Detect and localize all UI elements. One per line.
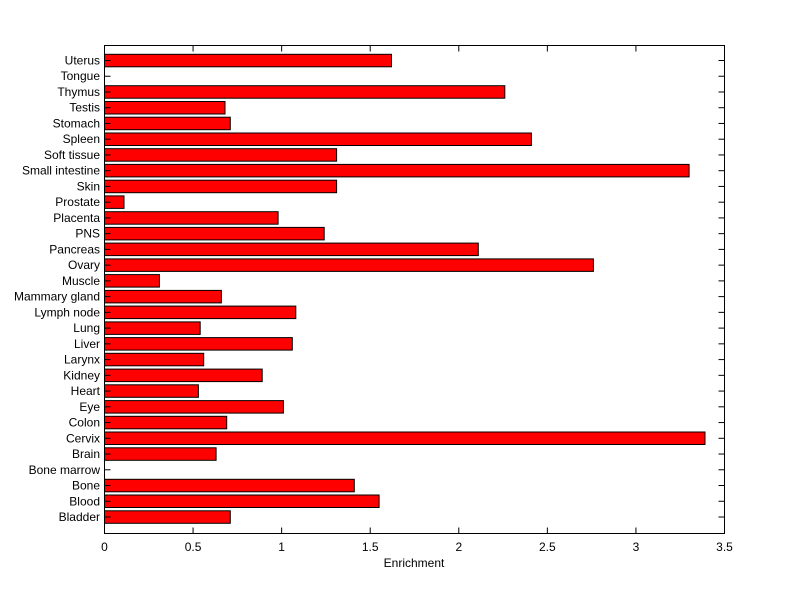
y-tick-label-stomach: Stomach	[53, 116, 100, 130]
y-tick-label-spleen: Spleen	[63, 132, 100, 146]
x-tick-label-6: 3	[633, 540, 640, 554]
bar-heart	[104, 384, 199, 398]
y-tick-label-thymus: Thymus	[57, 85, 100, 99]
y-tick-label-skin: Skin	[77, 179, 100, 193]
y-tick-label-bone: Bone	[72, 479, 100, 493]
y-tick-label-lymph-node: Lymph node	[34, 305, 100, 319]
x-tick-label-7: 3.5	[716, 540, 733, 554]
bar-mammary-gland	[104, 289, 222, 304]
y-tick-label-liver: Liver	[74, 337, 100, 351]
y-tick-label-mammary-gland: Mammary gland	[14, 290, 100, 304]
y-tick-label-bladder: Bladder	[59, 510, 100, 524]
y-tick-label-eye: Eye	[79, 400, 100, 414]
y-tick-label-pns: PNS	[75, 227, 100, 241]
bar-soft-tissue	[104, 148, 338, 162]
bar-kidney	[104, 368, 263, 383]
bar-placenta	[104, 211, 279, 225]
bar-colon	[104, 415, 228, 430]
y-tick-label-larynx: Larynx	[64, 353, 100, 367]
bar-cervix	[104, 431, 706, 445]
y-tick-label-ovary: Ovary	[68, 258, 100, 272]
bar-small-intestine	[104, 163, 690, 178]
y-tick-label-blood: Blood	[69, 494, 100, 508]
x-tick-label-2: 1	[278, 540, 285, 554]
y-tick-label-cervix: Cervix	[66, 431, 100, 445]
bar-testis	[104, 101, 226, 115]
bar-blood	[104, 494, 380, 508]
x-axis: 0 0.5 1 1.5 2 2.5 3 3.5	[101, 45, 733, 554]
y-tick-label-uterus: Uterus	[65, 54, 100, 68]
y-tick-label-muscle: Muscle	[62, 274, 100, 288]
y-tick-label-brain: Brain	[72, 447, 100, 461]
bar-brain	[104, 447, 217, 461]
bar-thymus	[104, 85, 506, 99]
y-tick-label-heart: Heart	[71, 384, 101, 398]
y-tick-label-placenta: Placenta	[53, 211, 100, 225]
y-tick-label-lung: Lung	[73, 321, 100, 335]
bar-uterus	[104, 53, 392, 68]
bar-stomach	[104, 116, 231, 131]
bar-muscle	[104, 274, 160, 288]
bar-larynx	[104, 352, 205, 367]
bar-pancreas	[104, 242, 479, 257]
bar-lung	[104, 321, 201, 335]
bar-skin	[104, 179, 338, 194]
x-tick-label-0: 0	[101, 540, 108, 554]
bar-lymph-node	[104, 305, 297, 320]
bar-bone	[104, 478, 355, 493]
bar-spleen	[104, 132, 532, 146]
y-tick-label-pancreas: Pancreas	[49, 242, 100, 256]
x-tick-label-3: 1.5	[362, 540, 379, 554]
y-tick-label-colon: Colon	[69, 416, 100, 430]
bars	[104, 53, 706, 524]
x-tick-label-1: 0.5	[185, 540, 202, 554]
y-tick-label-soft-tissue: Soft tissue	[44, 148, 100, 162]
bar-bladder	[104, 510, 231, 524]
y-tick-label-small-intestine: Small intestine	[22, 164, 100, 178]
bar-ovary	[104, 258, 594, 272]
y-tick-label-kidney: Kidney	[63, 368, 100, 382]
x-tick-label-5: 2.5	[539, 540, 556, 554]
y-tick-label-prostate: Prostate	[55, 195, 100, 209]
bar-eye	[104, 400, 284, 414]
bar-liver	[104, 337, 293, 351]
x-tick-label-4: 2	[455, 540, 462, 554]
y-tick-label-testis: Testis	[69, 101, 100, 115]
x-axis-label: Enrichment	[384, 556, 445, 570]
y-tick-label-tongue: Tongue	[61, 69, 101, 83]
y-tick-label-bone-marrow: Bone marrow	[29, 463, 101, 477]
bar-pns	[104, 226, 325, 241]
